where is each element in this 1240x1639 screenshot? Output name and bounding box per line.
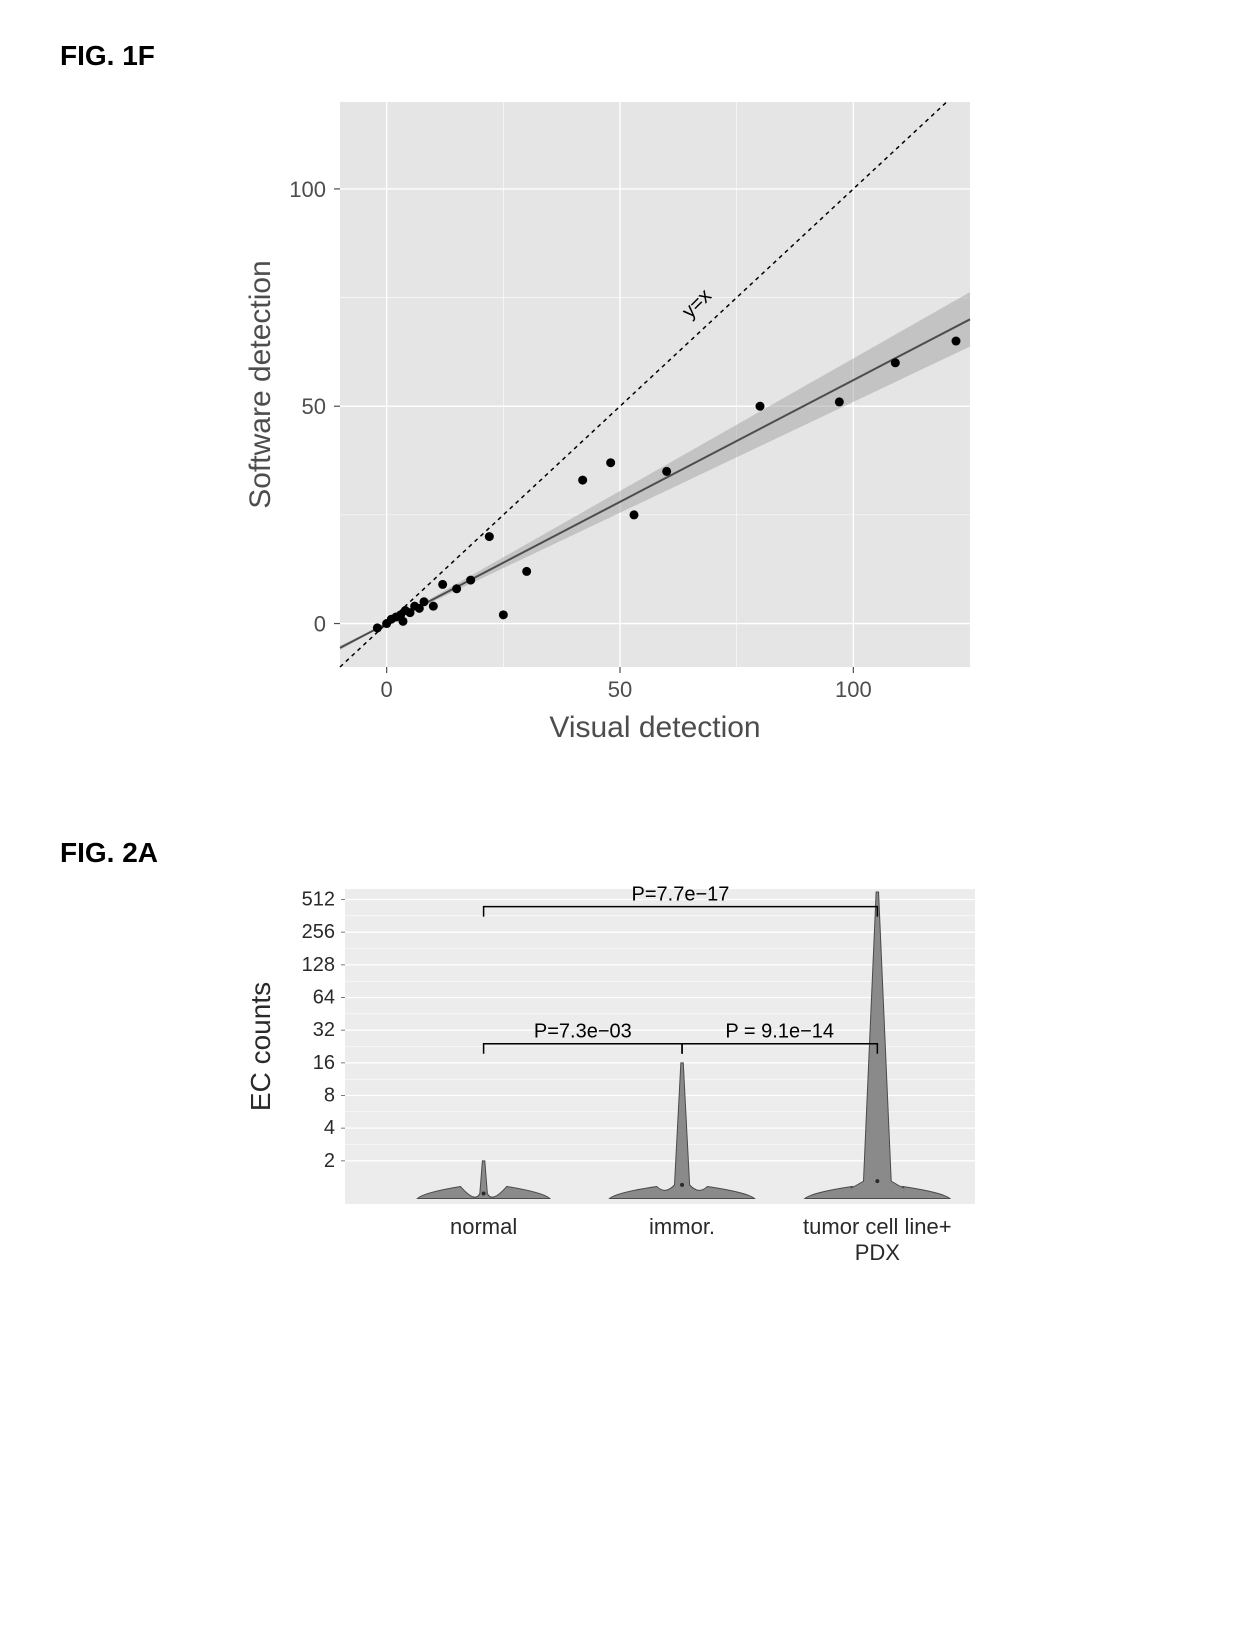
svg-text:512: 512 — [302, 889, 335, 911]
figure-1f-chart: y=x050100050100Visual detectionSoftware … — [230, 82, 1010, 807]
svg-text:0: 0 — [381, 677, 393, 702]
svg-text:100: 100 — [289, 177, 326, 202]
svg-text:16: 16 — [313, 1052, 335, 1074]
p-value-label: P=7.7e−17 — [632, 884, 730, 906]
svg-text:64: 64 — [313, 987, 335, 1009]
y-axis-label: Software detection — [244, 260, 277, 508]
svg-text:50: 50 — [608, 677, 632, 702]
y-axis-label: EC counts — [245, 982, 276, 1111]
category-label: immor. — [649, 1214, 715, 1239]
x-axis-label: Visual detection — [549, 711, 760, 744]
figure-1f-label: FIG. 1F — [60, 40, 1180, 72]
svg-text:50: 50 — [302, 394, 326, 419]
svg-text:8: 8 — [324, 1084, 335, 1106]
svg-text:32: 32 — [313, 1019, 335, 1041]
svg-text:2: 2 — [324, 1150, 335, 1172]
svg-text:256: 256 — [302, 921, 335, 943]
category-label: tumor cell line+ — [803, 1214, 952, 1239]
svg-text:100: 100 — [835, 677, 872, 702]
figure-2a-chart: 2 4 8 16 32 64 128 256 512 EC counts normal immor. t… — [230, 879, 1010, 1384]
category-label: normal — [450, 1214, 517, 1239]
category-label: PDX — [855, 1240, 901, 1265]
svg-text:4: 4 — [324, 1117, 335, 1139]
svg-text:128: 128 — [302, 954, 335, 976]
figure-2a-label: FIG. 2A — [60, 837, 1180, 869]
svg-text:0: 0 — [314, 612, 326, 637]
p-value-label: P=7.3e−03 — [534, 1021, 632, 1043]
p-value-label: P = 9.1e−14 — [725, 1021, 834, 1043]
